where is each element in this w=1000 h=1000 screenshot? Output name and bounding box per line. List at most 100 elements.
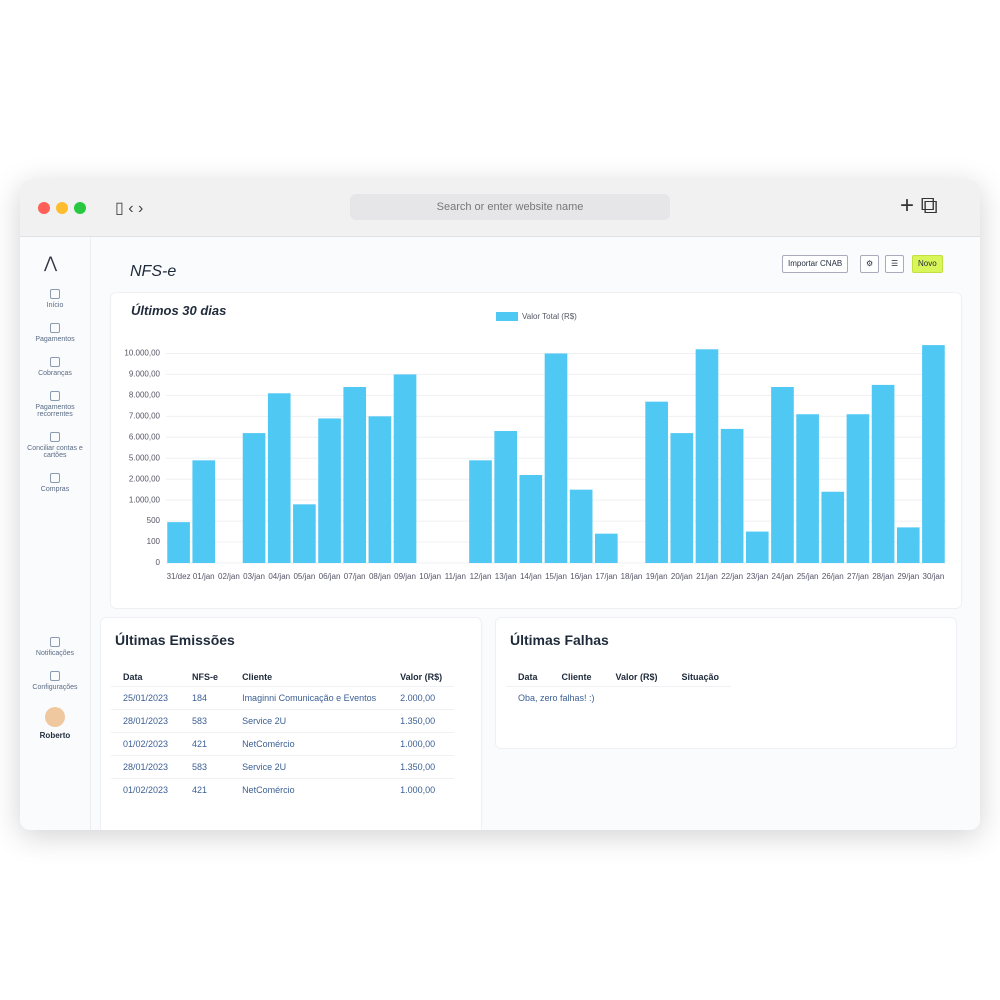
bar [242,433,266,563]
x-tick-label: 06/jan [319,572,341,581]
sidebar-item[interactable]: Conciliar contas e cartões [22,432,88,459]
table-cell: Service 2U [230,709,389,733]
browser-window: ▯ ‹ › Search or enter website name + ⧉ ⋀… [20,180,980,830]
sidebar-item[interactable]: Início [22,289,88,309]
table-cell[interactable]: 184 [180,686,231,710]
column-header: Valor (R$) [400,672,443,682]
x-tick-label: 18/jan [621,572,643,581]
minimize-button[interactable] [56,202,68,214]
empty-row: Oba, zero falhas! :) [506,686,732,709]
column-header: Situação [681,672,720,682]
sidebar-item[interactable]: Pagamentos [22,323,88,343]
x-tick-label: 27/jan [847,572,869,581]
x-tick-label: 11/jan [445,572,466,581]
close-button[interactable] [38,202,50,214]
x-tick-label: 29/jan [897,572,919,581]
x-tick-label: 07/jan [344,572,366,581]
new-tab-button[interactable]: + ⧉ [900,192,938,219]
table-cell[interactable]: 421 [180,778,231,801]
table-cell[interactable]: 583 [180,709,231,733]
table-cell: 28/01/2023 [111,755,181,779]
table-cell: 01/02/2023 [111,732,181,756]
sidebar-item[interactable]: Compras [22,473,88,493]
x-tick-label: 24/jan [772,572,794,581]
x-tick-label: 14/jan [520,572,542,581]
bar [645,401,668,563]
x-tick-label: 30/jan [923,572,945,581]
chart: 0 100 500 1.000,00 2.000,00 5.000,00 6.000,00 7… [124,312,946,581]
y-tick-label: 2.000,00 [129,474,161,483]
main-content: NFS-e Importar CNAB ⚙ ☰ Novo Últimos 30 … [100,237,970,830]
bar [821,491,845,563]
table-row: 01/02/2023 421 NetComércio 1.000,00 [111,732,455,756]
table-cell[interactable]: 421 [180,732,231,756]
column-header: Data [123,672,143,682]
sidebar-item[interactable]: Notificações [22,637,88,657]
settings-button[interactable]: ⚙ [860,255,880,273]
x-tick-label: 01/jan [193,572,215,581]
list-button[interactable]: ☰ [885,255,905,273]
bar [569,489,593,563]
sidebar-item[interactable]: Pagamentos recorrentes [22,391,88,418]
table-cell: Imaginni Comunicação e Eventos [230,686,389,710]
maximize-button[interactable] [74,202,86,214]
sidebar-item[interactable]: Configurações [22,671,88,691]
sidebar-menu: Início Pagamentos Cobranças Pagamentos reco… [20,289,90,493]
bar [896,527,920,563]
bar [393,374,417,563]
bar [544,353,568,563]
table-cell: 01/02/2023 [111,778,181,801]
nav-arrows[interactable]: ▯ ‹ › [115,200,144,217]
x-tick-label: 15/jan [545,572,567,581]
x-tick-label: 22/jan [721,572,743,581]
avatar [45,707,65,727]
x-tick-label: 03/jan [243,572,265,581]
bar [494,431,517,563]
table-cell: Service 2U [230,755,389,779]
x-tick-label: 09/jan [394,572,416,581]
emissions-title: Últimas Emissões [115,632,235,648]
table-cell: 1.350,00 [388,709,455,733]
table-cell: 1.350,00 [388,755,455,779]
table-cell: 1.000,00 [388,732,455,756]
bar [846,414,870,563]
x-tick-label: 20/jan [671,572,693,581]
x-tick-label: 12/jan [470,572,492,581]
sidebar: ⋀ Início Pagamentos Cobranças Pagamentos re… [20,237,91,830]
new-button[interactable]: Novo [912,255,943,273]
x-tick-label: 08/jan [369,572,391,581]
empty-message: Oba, zero falhas! :) [506,686,732,709]
bar [368,416,392,563]
failures-table: Data Cliente Valor (R$) Situação Oba, zero f… [506,668,732,709]
x-tick-label: 31/dez [167,572,191,581]
y-tick-label: 1.000,00 [129,495,161,504]
address-bar[interactable]: Search or enter website name [350,194,670,220]
table-cell: 1.000,00 [388,778,455,801]
column-header: NFS-e [192,672,219,682]
logo: ⋀ [44,255,58,272]
table-row: 25/01/2023 184 Imaginni Comunicação e Even… [111,686,455,710]
x-tick-label: 13/jan [495,572,517,581]
bar [167,522,190,563]
x-tick-label: 28/jan [872,572,894,581]
chart-title: Últimos 30 dias [131,303,227,318]
y-tick-label: 10.000,00 [124,349,160,358]
table-cell: NetComércio [230,778,389,801]
legend-swatch [496,312,518,321]
table-cell[interactable]: 583 [180,755,231,779]
x-tick-label: 21/jan [696,572,718,581]
bar [469,460,492,563]
user-name: Roberto [39,731,71,740]
bar [771,387,794,563]
bar [745,531,769,563]
import-button[interactable]: Importar CNAB [782,255,849,273]
header-row: Data Cliente Valor (R$) Situação [506,668,731,687]
table-row: 28/01/2023 583 Service 2U 1.350,00 [111,709,455,733]
column-header: Data [518,672,538,682]
column-header: Cliente [242,672,273,682]
x-tick-label: 05/jan [293,572,315,581]
user[interactable]: Roberto [20,707,90,740]
sidebar-item[interactable]: Cobranças [22,357,88,377]
bar [267,393,291,563]
